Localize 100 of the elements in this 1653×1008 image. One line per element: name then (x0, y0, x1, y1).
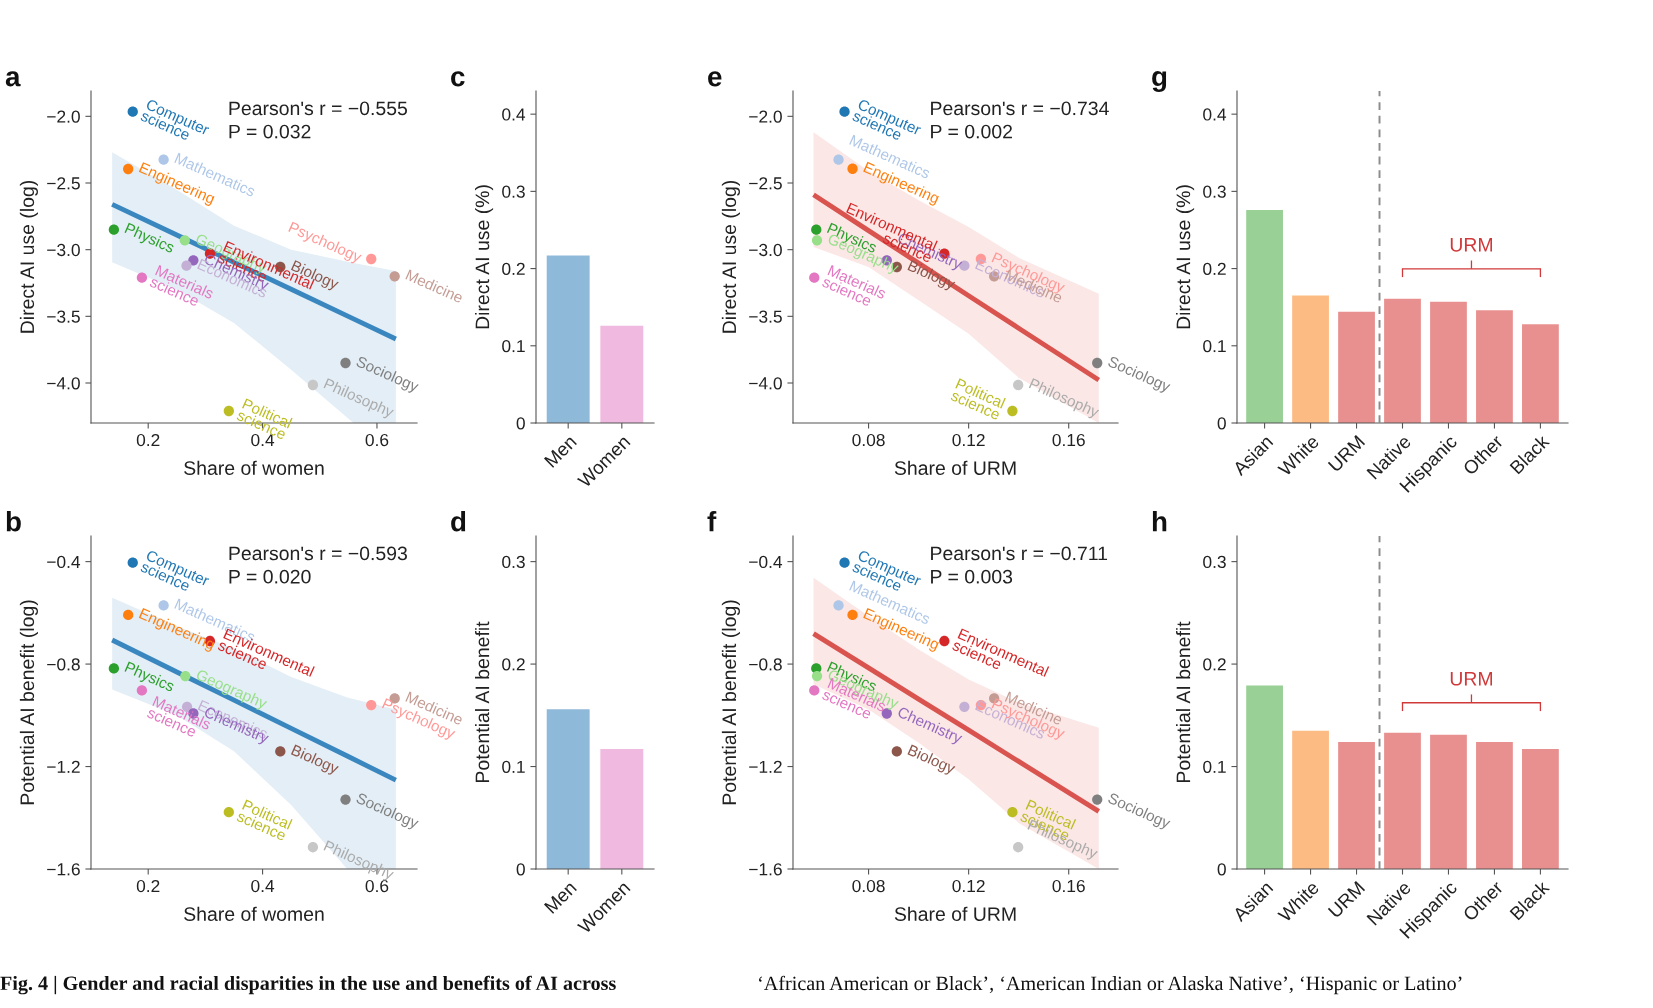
text: ‘African American or Black’, ‘American Indian or Alaska Native’, ‘Hispanic or Latino’ (759, 975, 1462, 995)
point (127, 557, 138, 568)
x-tick-label: 0.08 (852, 433, 885, 447)
point (123, 163, 134, 175)
bar (1246, 209, 1283, 423)
point (1013, 842, 1024, 853)
bar (1476, 310, 1513, 423)
x-tick-label: 0.16 (1052, 433, 1085, 447)
x-tick-label: 0.6 (365, 879, 389, 893)
y-tick-label: −0.4 (749, 555, 783, 569)
y-tick-label: 0.3 (1203, 185, 1226, 198)
point (123, 609, 134, 621)
point (891, 746, 902, 757)
y-tick-label: −3.5 (749, 310, 782, 323)
bar (1384, 732, 1421, 869)
point (811, 670, 823, 682)
y-tick-label: −3.0 (749, 243, 782, 257)
y-tick-label: 0.1 (502, 339, 525, 353)
point (1092, 794, 1103, 805)
point (833, 154, 844, 165)
y-tick-label: 0.2 (1203, 262, 1226, 276)
y-tick-label: 0 (1217, 863, 1226, 876)
x-tick-label: 0.12 (952, 879, 985, 893)
y-tick-label: −4.0 (47, 377, 80, 390)
bar (1522, 749, 1559, 869)
point (127, 106, 138, 117)
y-tick-label: 0 (1217, 417, 1226, 430)
point (366, 699, 377, 711)
bar (1246, 685, 1283, 869)
point (811, 224, 822, 235)
bar (1292, 295, 1329, 423)
y-axis-title: Potential AI benefit (474, 621, 490, 782)
point (1007, 806, 1018, 818)
y-tick-label: −0.4 (47, 555, 81, 569)
point (179, 235, 190, 246)
y-axis-title: Potential AI benefit (log) (721, 600, 740, 805)
point (809, 685, 820, 696)
y-tick-label: −2.5 (47, 177, 80, 190)
point (389, 271, 400, 282)
y-axis-title: Potential AI benefit (1175, 621, 1191, 782)
y-tick-label: 0.1 (1203, 339, 1226, 353)
x-tick-label: 0.4 (251, 879, 275, 893)
chart-title: b (6, 511, 21, 532)
point (340, 357, 351, 369)
y-tick-label: 0.1 (1203, 760, 1226, 773)
annotation: P = 0.032 (229, 124, 311, 139)
y-tick-label: 0.4 (502, 108, 526, 121)
point (833, 600, 844, 611)
y-tick-label: 0.1 (502, 760, 525, 773)
point (340, 794, 351, 805)
bar (1522, 324, 1559, 423)
chart-title: h (1152, 511, 1167, 532)
y-axis-title: Potential AI benefit (log) (19, 600, 38, 805)
x-tick-label: 0.2 (136, 879, 160, 893)
annotation: P = 0.003 (931, 569, 1013, 584)
y-tick-label: 0.2 (502, 658, 525, 671)
point (223, 806, 234, 818)
chart-title: c (451, 71, 465, 87)
point (1092, 357, 1103, 369)
x-tick-label: Men (543, 880, 578, 914)
y-tick-label: −1.2 (47, 760, 80, 773)
chart-title: d (451, 511, 466, 532)
y-tick-label: −1.6 (47, 863, 80, 876)
point (811, 235, 823, 246)
y-tick-label: 0 (516, 863, 525, 876)
point (307, 842, 319, 853)
bar (1338, 311, 1375, 423)
x-axis-title: Share of URM (894, 460, 1016, 475)
x-axis-title: Share of women (184, 460, 324, 475)
x-axis-title: Share of women (184, 906, 324, 921)
point (108, 224, 120, 235)
y-tick-label: 0.2 (502, 262, 525, 276)
y-tick-label: −2.0 (749, 110, 782, 123)
chart-title: e (708, 71, 722, 87)
point (223, 405, 234, 417)
x-tick-label: 0.2 (136, 433, 160, 447)
point (839, 557, 850, 568)
bar (1292, 730, 1329, 869)
point (939, 635, 950, 647)
bar (1338, 741, 1375, 869)
point (136, 272, 148, 283)
bar (1430, 734, 1467, 869)
y-tick-label: −4.0 (749, 377, 782, 390)
bar (1476, 741, 1513, 869)
y-tick-label: −0.8 (749, 658, 782, 671)
y-tick-label: 0.2 (1203, 658, 1226, 671)
chart-title: f (707, 511, 717, 532)
chart-title: a (5, 71, 21, 87)
point (366, 253, 377, 265)
annotation: Pearson's r = −0.734 (931, 101, 1109, 116)
point (809, 272, 820, 283)
point (1007, 405, 1018, 417)
y-tick-label: −0.8 (47, 658, 80, 671)
chart-title: g (1152, 71, 1167, 92)
bar (1384, 298, 1421, 423)
annotation: Pearson's r = −0.593 (229, 546, 407, 561)
y-tick-label: 0.3 (502, 185, 525, 198)
annotation: Pearson's r = −0.555 (229, 101, 408, 116)
x-tick-label: 0.12 (952, 433, 985, 447)
point (1013, 379, 1024, 391)
